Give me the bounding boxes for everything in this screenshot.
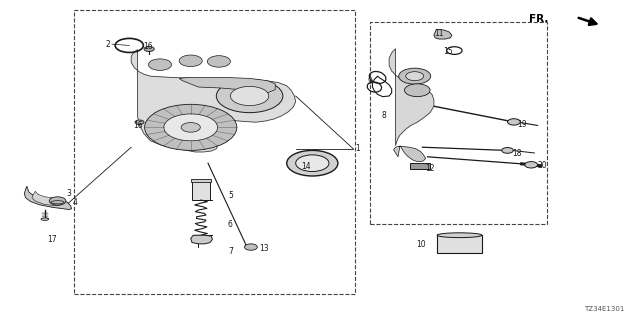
Circle shape	[525, 162, 538, 168]
Circle shape	[135, 120, 144, 124]
Text: TZ34E1301: TZ34E1301	[584, 306, 624, 312]
Text: 2: 2	[105, 40, 110, 49]
Text: 6: 6	[228, 220, 233, 229]
Polygon shape	[191, 235, 212, 244]
Circle shape	[216, 79, 283, 113]
Circle shape	[244, 244, 257, 250]
Circle shape	[179, 55, 202, 67]
Text: 10: 10	[416, 240, 426, 249]
Polygon shape	[389, 49, 434, 146]
Text: 3: 3	[67, 189, 72, 198]
Polygon shape	[394, 146, 426, 162]
Text: 15: 15	[443, 47, 453, 56]
Text: 9: 9	[367, 77, 372, 86]
Circle shape	[148, 59, 172, 70]
Text: 8: 8	[381, 111, 387, 120]
Bar	[74, 10, 355, 294]
Polygon shape	[32, 191, 63, 205]
Circle shape	[296, 155, 329, 172]
Circle shape	[502, 148, 513, 153]
Circle shape	[399, 68, 431, 84]
Circle shape	[145, 104, 237, 150]
Bar	[437, 235, 482, 253]
Text: 17: 17	[47, 235, 58, 244]
Text: 1: 1	[355, 144, 360, 153]
Circle shape	[404, 84, 430, 97]
Text: 5: 5	[228, 191, 233, 200]
Text: 19: 19	[516, 120, 527, 129]
Circle shape	[406, 72, 424, 81]
Circle shape	[49, 197, 66, 205]
Ellipse shape	[41, 218, 49, 220]
Circle shape	[144, 46, 154, 52]
Circle shape	[508, 119, 520, 125]
Text: 13: 13	[259, 244, 269, 253]
Circle shape	[181, 123, 200, 132]
Bar	[410, 163, 430, 169]
Text: 18: 18	[513, 149, 522, 158]
Polygon shape	[434, 29, 452, 39]
Circle shape	[287, 150, 338, 176]
Text: 4: 4	[73, 198, 78, 207]
Text: FR.: FR.	[529, 13, 548, 24]
Text: 12: 12	[426, 164, 435, 173]
Circle shape	[164, 114, 218, 141]
Text: 20: 20	[538, 161, 548, 170]
Bar	[370, 22, 547, 224]
Polygon shape	[24, 186, 72, 210]
Text: 7: 7	[228, 247, 233, 256]
Text: 16: 16	[132, 121, 143, 130]
Ellipse shape	[437, 233, 482, 237]
Text: 14: 14	[301, 162, 311, 171]
Polygon shape	[179, 77, 275, 93]
Text: 11: 11	[435, 29, 444, 38]
Bar	[192, 181, 210, 200]
Polygon shape	[131, 50, 296, 152]
Bar	[191, 179, 211, 182]
Circle shape	[230, 86, 269, 106]
Ellipse shape	[51, 201, 64, 204]
Text: 16: 16	[143, 42, 154, 51]
Circle shape	[207, 56, 230, 67]
